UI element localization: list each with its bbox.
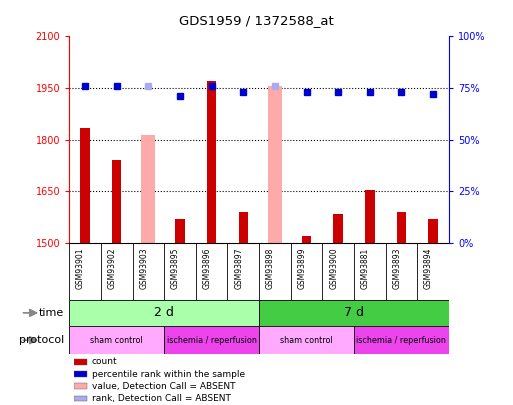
Text: GSM93898: GSM93898 [266,247,275,289]
Bar [69,326,164,354]
Bar [112,160,122,243]
Bar [207,81,216,243]
Bar [268,86,282,243]
Text: GSM93896: GSM93896 [203,247,211,289]
Text: GSM93903: GSM93903 [140,247,148,289]
Text: GSM93899: GSM93899 [298,247,306,289]
Bar [302,236,311,243]
Bar [365,190,374,243]
Text: sham control: sham control [280,336,333,345]
Bar [175,219,185,243]
Text: count: count [92,358,117,367]
Bar [259,300,449,326]
Bar [239,212,248,243]
Text: 7 d: 7 d [344,306,364,320]
Bar [141,134,155,243]
Text: GSM93895: GSM93895 [171,247,180,289]
Text: ischemia / reperfusion: ischemia / reperfusion [357,336,446,345]
Text: ischemia / reperfusion: ischemia / reperfusion [167,336,256,345]
Text: rank, Detection Call = ABSENT: rank, Detection Call = ABSENT [92,394,231,403]
Bar [259,326,354,354]
Text: value, Detection Call = ABSENT: value, Detection Call = ABSENT [92,382,235,391]
Bar [354,326,449,354]
Text: GDS1959 / 1372588_at: GDS1959 / 1372588_at [179,14,334,27]
Text: percentile rank within the sample: percentile rank within the sample [92,370,245,379]
Text: protocol: protocol [19,335,64,345]
Text: GSM93893: GSM93893 [392,247,401,289]
Bar [74,384,87,389]
Bar [69,300,259,326]
Bar [74,359,87,365]
Bar [74,396,87,401]
Text: GSM93897: GSM93897 [234,247,243,289]
Text: GSM93901: GSM93901 [76,247,85,289]
Bar [81,128,90,243]
Text: GSM93902: GSM93902 [108,247,117,289]
Text: GSM93900: GSM93900 [329,247,338,289]
Bar [164,326,259,354]
Text: time: time [39,308,64,318]
Text: sham control: sham control [90,336,143,345]
Text: GSM93894: GSM93894 [424,247,433,289]
Text: GSM93881: GSM93881 [361,247,370,289]
Bar [397,212,406,243]
Bar [428,219,438,243]
Bar [74,371,87,377]
Text: 2 d: 2 d [154,306,174,320]
Bar [333,214,343,243]
